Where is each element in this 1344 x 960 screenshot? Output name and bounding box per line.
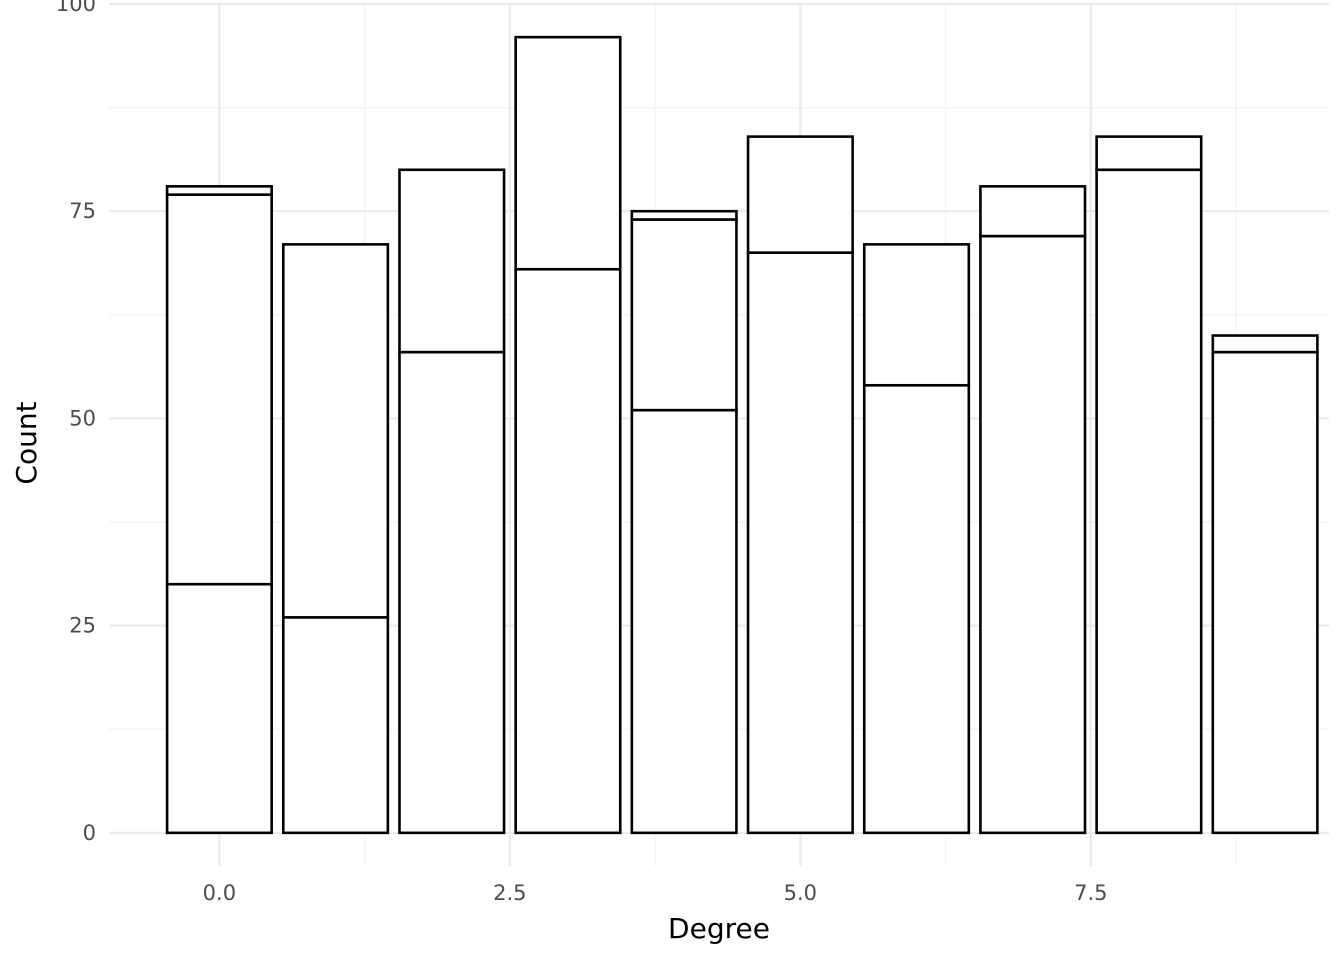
bar-segment-x1-s0 xyxy=(281,616,390,835)
bar-segment-x9-s2 xyxy=(1211,334,1319,354)
bars xyxy=(165,35,1319,835)
bar-segment-x4-s2 xyxy=(630,209,738,221)
x-tick-label: 7.5 xyxy=(1074,881,1107,905)
bar-segment-x6-s1 xyxy=(862,243,971,387)
x-tick-label: 2.5 xyxy=(493,881,526,905)
y-axis-tick-labels: 0 25 50 75 100 xyxy=(56,0,96,845)
bar-segment-x3-s1 xyxy=(514,35,622,271)
y-axis-title: Count xyxy=(10,401,43,484)
bar-segment-x8-s0 xyxy=(1095,168,1203,835)
bar-segment-x0-s1 xyxy=(165,193,273,586)
y-tick-label: 0 xyxy=(83,821,96,845)
bar-segment-x4-s1 xyxy=(630,218,738,412)
x-tick-label: 5.0 xyxy=(784,881,817,905)
bar-segment-x0-s0 xyxy=(165,582,273,835)
y-tick-label: 100 xyxy=(56,0,96,16)
bar-segment-x7-s1 xyxy=(979,185,1087,238)
bar-segment-x1-s1 xyxy=(281,243,390,619)
bar-segment-x5-s1 xyxy=(746,135,854,254)
bar-segment-x2-s0 xyxy=(398,350,506,835)
x-axis-tick-labels: 0.0 2.5 5.0 7.5 xyxy=(203,881,1108,905)
bar-segment-x2-s1 xyxy=(398,168,506,354)
bar-segment-x9-s0 xyxy=(1211,350,1319,835)
y-tick-label: 25 xyxy=(69,614,96,638)
y-tick-label: 50 xyxy=(69,406,96,430)
bar-segment-x8-s1 xyxy=(1095,135,1203,172)
bar-segment-x3-s0 xyxy=(514,267,622,835)
y-tick-label: 75 xyxy=(69,199,96,223)
bar-segment-x5-s0 xyxy=(746,251,854,835)
x-tick-label: 0.0 xyxy=(203,881,236,905)
bar-segment-x0-s2 xyxy=(165,185,273,196)
bar-segment-x7-s0 xyxy=(979,234,1087,835)
bar-segment-x6-s0 xyxy=(862,383,971,835)
x-axis-title: Degree xyxy=(668,912,770,945)
bar-segment-x4-s0 xyxy=(630,408,738,835)
